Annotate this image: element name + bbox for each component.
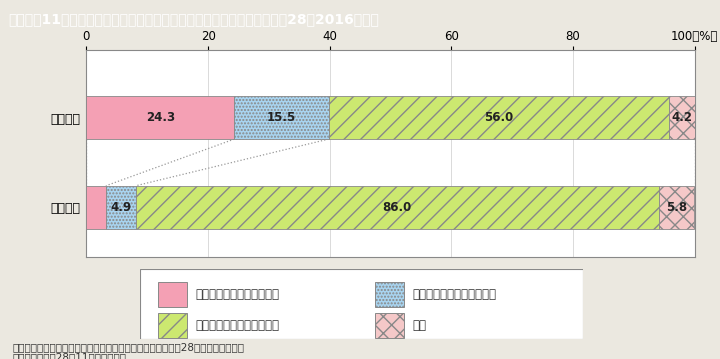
Bar: [670, 96, 695, 139]
Text: 不詳: 不詳: [413, 319, 427, 332]
Bar: [328, 96, 670, 139]
Text: 24.3: 24.3: [145, 111, 175, 124]
Bar: [659, 186, 694, 229]
Bar: [158, 313, 187, 338]
Bar: [375, 313, 404, 338]
Bar: [158, 282, 187, 307]
Text: （備考）１．厚生労働省「全国ひとり親世帯等調査」（平成28年度）より作成。: （備考）１．厚生労働省「全国ひとり親世帯等調査」（平成28年度）より作成。: [13, 342, 245, 352]
Bar: [86, 96, 234, 139]
Text: 5.8: 5.8: [666, 201, 687, 214]
Text: 56.0: 56.0: [485, 111, 513, 124]
Text: 現在も養育費を受けている: 現在も養育費を受けている: [196, 288, 280, 301]
Bar: [86, 186, 106, 229]
Text: 養育費を受けたことがある: 養育費を受けたことがある: [413, 288, 497, 301]
Text: 15.5: 15.5: [267, 111, 296, 124]
Text: Ｉ－５－11図　母子世帯及び父子世帯における養育費の受給状況（平成28（2016）年）: Ｉ－５－11図 母子世帯及び父子世帯における養育費の受給状況（平成28（2016…: [9, 12, 379, 26]
Text: 86.0: 86.0: [382, 201, 412, 214]
Bar: [234, 96, 328, 139]
Bar: [106, 186, 135, 229]
Text: 4.9: 4.9: [110, 201, 131, 214]
Bar: [135, 186, 659, 229]
Bar: [375, 282, 404, 307]
Text: 4.2: 4.2: [672, 111, 693, 124]
Text: 養育費を受けたことがない: 養育費を受けたことがない: [196, 319, 280, 332]
Text: ２．平成28年11月１日現在。: ２．平成28年11月１日現在。: [13, 353, 127, 359]
